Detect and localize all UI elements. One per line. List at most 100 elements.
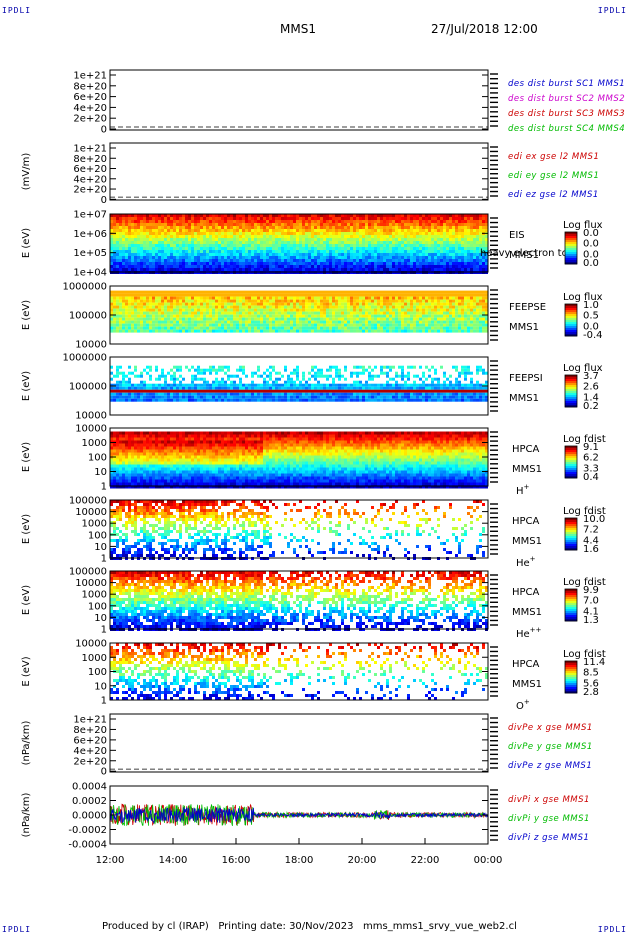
instrument-label: FEEPSI [509,373,543,384]
colorbar-segment [565,403,577,406]
colorbar-segment [565,685,577,688]
colorbar-segment [565,464,577,467]
colorbar-segment [565,397,577,400]
x-tick-label: 00:00 [474,855,503,866]
colorbar-segment [565,548,577,551]
colorbar-tick-label: 1.4 [583,392,599,403]
colorbar-segment [565,456,577,459]
colorbar-segment [565,611,577,614]
x-tick-label: 16:00 [222,855,251,866]
instrument-label: HPCA [512,444,540,455]
y-tick-label: 1000000 [62,282,107,293]
colorbar-segment [565,330,577,333]
y-tick-label: 1 [101,625,107,636]
y-tick-label: 10000 [75,411,107,422]
colorbar-segment [565,399,577,402]
colorbar-segment [565,377,577,380]
x-tick-label: 12:00 [96,855,125,866]
colorbar-segment [565,326,577,329]
y-tick-label: 1e+21 [73,71,107,82]
y-tick-label: 1000 [82,590,107,601]
colorbar-segment [565,476,577,479]
y-tick-label: 8e+20 [73,154,107,165]
colorbar-segment [565,240,577,243]
legend-entry: edi ez gse l2 MMS1 [508,190,599,200]
colorbar-segment [565,528,577,531]
colorbar-segment [565,615,577,618]
colorbar-tick-label: 9.1 [583,442,599,453]
spacecraft-label: MMS1 [512,679,542,690]
y-tick-label: 100000 [69,567,107,578]
panel-frame [109,213,489,273]
y-tick-label: 4e+20 [73,103,107,114]
y-axis-label: E (eV) [21,300,32,330]
colorbar-tick-label: 0.4 [583,472,599,483]
y-tick-label: 10000 [75,507,107,518]
legend-entry: divPe z gse MMS1 [508,761,592,771]
colorbar-segment [565,248,577,251]
y-tick-label: 2e+20 [73,756,107,767]
colorbar-tick-label: 1.0 [583,300,599,311]
colorbar-tick-label: 9.9 [583,585,599,596]
colorbar-segment [565,256,577,259]
y-tick-label: 1 [101,554,107,565]
colorbar-segment [565,520,577,523]
colorbar-segment [565,617,577,620]
instrument-label: HPCA [512,587,540,598]
corner-label-bottom-left: IPDLI [2,925,32,934]
colorbar-segment [565,332,577,335]
spacecraft-label: MMS1 [512,536,542,547]
colorbar-segment [565,534,577,537]
colorbar-title: Log flux [563,363,603,374]
colorbar-segment [565,613,577,616]
spacecraft-label: MMS1 [512,607,542,618]
colorbar-segment [565,322,577,325]
colorbar-segment [565,518,577,521]
y-axis-label: E (eV) [21,371,32,401]
panel-frame [109,142,489,201]
y-tick-label: 100000 [69,496,107,507]
colorbar-tick-label: 7.2 [583,525,599,536]
colorbar-segment [565,334,577,337]
colorbar-segment [565,252,577,255]
colorbar-tick-label: 0.2 [583,401,599,412]
colorbar-frame [564,303,578,337]
overlay-label: heavy electron to [480,248,568,259]
y-tick-label: 4e+20 [73,746,107,757]
colorbar-segment [565,452,577,455]
colorbar-segment [565,599,577,602]
colorbar-segment [565,246,577,249]
species-label: He++ [516,626,542,640]
colorbar-segment [565,466,577,469]
colorbar-segment [565,601,577,604]
y-tick-label: 1 [101,696,107,707]
colorbar-segment [565,677,577,680]
y-tick-label: 0.0004 [72,782,107,793]
colorbar-tick-label: 4.1 [583,606,599,617]
colorbar-segment [565,462,577,465]
colorbar-segment [565,468,577,471]
colorbar-segment [565,619,577,622]
colorbar-segment [565,318,577,321]
y-tick-label: 0.0000 [72,811,107,822]
colorbar-segment [565,234,577,237]
colorbar-segment [565,389,577,392]
y-tick-label: 1 [101,482,107,493]
y-tick-label: 1e+04 [73,268,107,279]
colorbar-segment [565,395,577,398]
y-tick-label: 100000 [69,382,107,393]
colorbar-tick-label: -0.4 [583,330,603,341]
panel-p4: 1000000 100000 10000 E (eV) FEEPSE MMS1 Log fl… [21,282,603,351]
colorbar-segment [565,383,577,386]
y-tick-label: 100 [88,453,107,464]
colorbar-segment [565,526,577,529]
colorbar-segment [565,310,577,313]
colorbar-tick-label: 3.3 [583,463,599,474]
colorbar-tick-label: 10.0 [583,514,605,525]
spacecraft-label: MMS1 [509,322,539,333]
colorbar-segment [565,387,577,390]
colorbar-segment [565,542,577,545]
colorbar-segment [565,544,577,547]
colorbar-title: Log fdist [563,434,606,445]
